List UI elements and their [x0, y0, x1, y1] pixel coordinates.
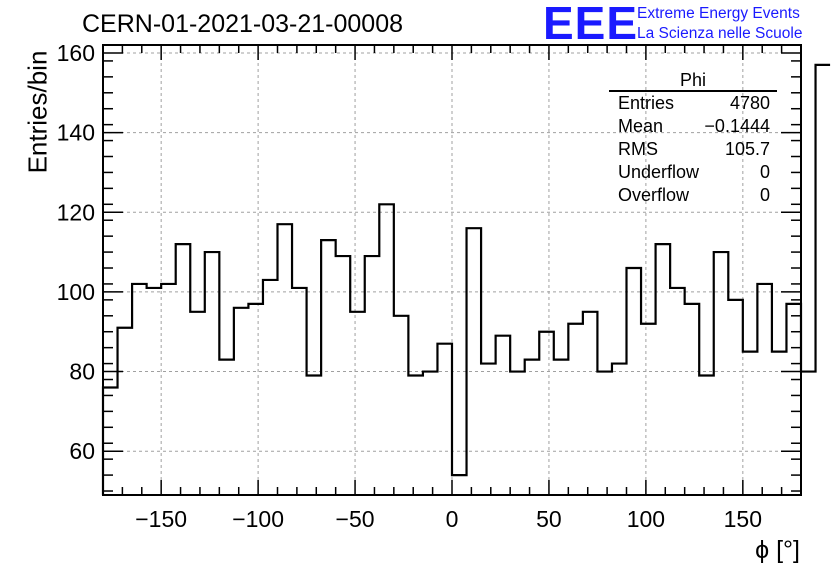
stats-row: Underflow 0	[609, 161, 777, 184]
y-tick-label: 160	[57, 40, 95, 66]
stats-box: Phi Entries 4780 Mean −0.1444 RMS 105.7 Und…	[609, 70, 777, 207]
stats-row: Mean −0.1444	[609, 115, 777, 138]
stats-value: −0.1444	[704, 116, 770, 136]
stats-label: RMS	[618, 139, 658, 159]
y-tick-label: 140	[57, 120, 95, 146]
x-tick-label: −100	[232, 506, 284, 532]
x-axis-label: ϕ [°]	[755, 536, 800, 564]
x-tick-label: −150	[135, 506, 187, 532]
y-tick-label: 120	[57, 199, 95, 225]
logo-line-1: Extreme Energy Events	[637, 5, 800, 22]
axis-ticks	[103, 45, 801, 495]
axis-tick-labels: −150 −100 −50 0 50 100 150 60 80 100 120 140 160	[57, 40, 762, 532]
y-tick-label: 80	[69, 359, 95, 385]
x-tick-label: −50	[336, 506, 375, 532]
stats-label: Entries	[618, 93, 675, 113]
stats-value: 0	[759, 162, 770, 182]
stats-value: 0	[759, 185, 770, 205]
stats-value: 4780	[729, 93, 770, 113]
stats-label: Mean	[618, 116, 664, 136]
y-axis-label: Entries/bin	[22, 50, 53, 174]
stats-value: 105.7	[724, 139, 770, 159]
chart-title: CERN-01-2021-03-21-00008	[82, 10, 404, 38]
histogram-series	[101, 63, 831, 495]
y-tick-label: 60	[69, 438, 95, 464]
x-tick-label: 50	[536, 506, 562, 532]
stats-row: Overflow 0	[609, 184, 777, 207]
logo-line-2: La Scienza nelle Scuole	[637, 25, 803, 42]
y-tick-label: 100	[57, 279, 95, 305]
stats-name: Phi	[609, 70, 777, 92]
stats-label: Underflow	[618, 162, 700, 182]
x-tick-label: 0	[446, 506, 459, 532]
stats-row: RMS 105.7	[609, 138, 777, 161]
x-tick-label: 100	[627, 506, 665, 532]
stats-label: Overflow	[618, 185, 690, 205]
eee-logo: EEE	[543, 0, 639, 49]
x-tick-label: 150	[724, 506, 762, 532]
stats-row: Entries 4780	[609, 92, 777, 115]
